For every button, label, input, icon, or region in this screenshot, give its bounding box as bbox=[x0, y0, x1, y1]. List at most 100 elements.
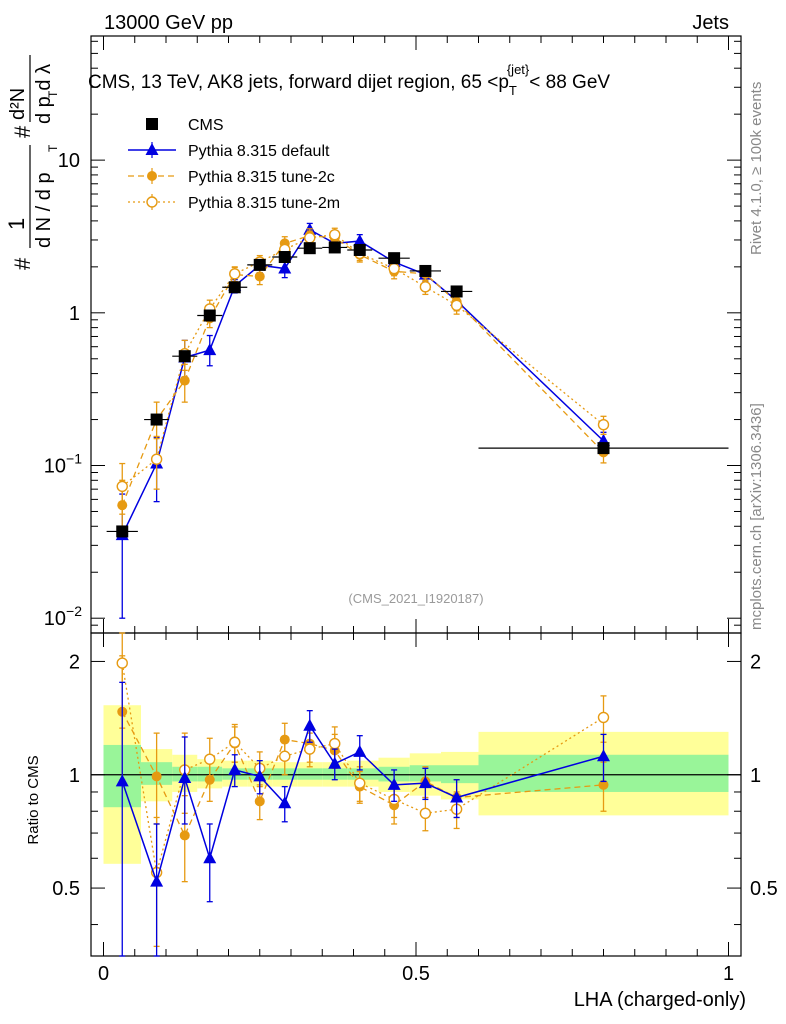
y-tick-label: 10−1 bbox=[44, 451, 82, 478]
marker-triangle bbox=[450, 790, 464, 803]
marker-circle-open bbox=[229, 268, 241, 280]
marker-circle-open bbox=[450, 299, 463, 312]
marker-triangle bbox=[353, 744, 367, 757]
marker-triangle bbox=[278, 261, 292, 274]
ylabel-sub2: T bbox=[46, 90, 60, 98]
rivet-label: Rivet 4.1.0, ≥ 100k events bbox=[748, 82, 765, 255]
ratio-y-tick-label: 2 bbox=[69, 651, 80, 673]
marker-triangle bbox=[150, 874, 164, 887]
series-line-triangle-solid bbox=[121, 228, 605, 536]
main-title: CMS, 13 TeV, AK8 jets, forward dijet reg… bbox=[88, 62, 610, 98]
marker-triangle bbox=[353, 234, 367, 247]
ylabel-frac1-den: d N / d p bbox=[33, 172, 55, 248]
marker-triangle bbox=[228, 762, 242, 775]
ylabel-sub1: T bbox=[46, 144, 60, 152]
ratio-line-triangle-solid bbox=[121, 723, 604, 885]
y-tick-label: 10−2 bbox=[44, 603, 82, 630]
marker-circle-open bbox=[597, 711, 610, 724]
marker-circle-open bbox=[329, 737, 341, 750]
marker-circle-filled bbox=[254, 271, 265, 282]
marker-square bbox=[253, 258, 266, 271]
marker-circle-open bbox=[116, 480, 128, 493]
ratio-line-circle-dashed bbox=[121, 711, 604, 837]
marker-square bbox=[150, 413, 163, 426]
title-sup: {jet} bbox=[507, 62, 530, 77]
legend-label: Pythia 8.315 tune-2m bbox=[188, 195, 340, 212]
marker-triangle bbox=[115, 774, 129, 787]
energy-label: 13000 GeV pp bbox=[104, 12, 233, 34]
ratio-band-inner bbox=[297, 768, 323, 780]
ratio-ylabel: Ratio to CMS bbox=[25, 755, 42, 844]
ratio-y-tick-label-right: 2 bbox=[750, 651, 761, 673]
marker-triangle bbox=[303, 718, 317, 731]
marker-square bbox=[303, 242, 316, 255]
y-tick-label: 10 bbox=[58, 150, 80, 172]
marker-square bbox=[278, 251, 291, 264]
marker-square bbox=[450, 285, 463, 298]
title-pre: CMS, 13 TeV, AK8 jets, forward dijet reg… bbox=[88, 72, 509, 93]
marker-circle-filled bbox=[147, 171, 157, 181]
mcplots-label: mcplots.cern.ch [arXiv:1306.3436] bbox=[748, 403, 765, 630]
marker-triangle bbox=[328, 756, 342, 769]
legend-label: Pythia 8.315 default bbox=[188, 143, 330, 160]
marker-triangle bbox=[145, 143, 159, 155]
legend-label: Pythia 8.315 tune-2c bbox=[188, 169, 335, 186]
marker-square bbox=[203, 309, 216, 322]
main-panel: 10−2 10−1 1 10 bbox=[44, 35, 742, 634]
ratio-xlabel: LHA (charged-only) bbox=[574, 989, 746, 1011]
ylabel-hash2: # bbox=[10, 125, 35, 138]
ratio-y-tick-label: 0.5 bbox=[52, 878, 80, 900]
marker-circle-filled bbox=[254, 796, 265, 807]
series-line-circle-open-dotted bbox=[121, 233, 604, 487]
marker-circle-filled bbox=[151, 771, 162, 782]
title-sub: T bbox=[509, 83, 517, 98]
marker-circle-open bbox=[146, 196, 158, 208]
marker-circle-open bbox=[388, 262, 400, 275]
marker-circle-open bbox=[116, 657, 128, 669]
series-line-circle-dashed bbox=[121, 235, 604, 506]
marker-square bbox=[146, 118, 158, 130]
marker-triangle bbox=[418, 776, 432, 789]
marker-circle-open bbox=[329, 228, 341, 241]
ylabel-frac1-num: 1 bbox=[4, 218, 29, 230]
marker-circle-filled bbox=[598, 779, 609, 790]
marker-square bbox=[328, 241, 341, 254]
marker-circle-open bbox=[279, 750, 291, 762]
ratio-panel: 0 0.5 1 0.5 0.5 1 1 2 2 bbox=[52, 632, 778, 985]
marker-circle-filled bbox=[179, 830, 190, 841]
marker-triangle bbox=[253, 769, 267, 782]
x-tick-label: 0 bbox=[98, 963, 109, 985]
ratio-band-inner bbox=[347, 768, 379, 780]
legend-label: CMS bbox=[188, 117, 224, 134]
marker-square bbox=[228, 281, 241, 294]
marker-triangle bbox=[278, 796, 292, 809]
marker-square bbox=[388, 252, 401, 265]
marker-square bbox=[419, 264, 432, 277]
marker-circle-open bbox=[354, 777, 366, 789]
marker-circle-open bbox=[304, 743, 316, 755]
marker-circle-open bbox=[419, 281, 432, 293]
marker-circle-open bbox=[150, 453, 163, 465]
ratio-y-tick-label: 1 bbox=[69, 765, 80, 787]
marker-triangle bbox=[597, 749, 610, 762]
marker-circle-open bbox=[597, 419, 610, 431]
title-post: < 88 GeV bbox=[529, 72, 610, 93]
marker-triangle bbox=[178, 771, 192, 784]
category-label: Jets bbox=[692, 12, 729, 34]
x-tick-label: 1 bbox=[723, 963, 734, 985]
marker-square bbox=[353, 243, 366, 256]
legend: CMS Pythia 8.315 default Pythia 8.315 tune… bbox=[128, 117, 340, 212]
marker-square bbox=[597, 442, 610, 455]
ylabel-hash1: # bbox=[10, 257, 35, 270]
ylabel-frac2-den: d p d λ bbox=[33, 64, 55, 124]
marker-circle-open bbox=[304, 232, 316, 244]
marker-triangle bbox=[387, 777, 401, 790]
marker-circle-open bbox=[419, 807, 432, 819]
x-tick-label: 0.5 bbox=[402, 963, 430, 985]
y-tick-label: 1 bbox=[69, 303, 80, 325]
marker-triangle bbox=[203, 851, 217, 864]
ratio-y-tick-label-right: 0.5 bbox=[750, 878, 778, 900]
analysis-watermark: (CMS_2021_I1920187) bbox=[348, 591, 483, 606]
marker-circle-open bbox=[204, 753, 216, 765]
